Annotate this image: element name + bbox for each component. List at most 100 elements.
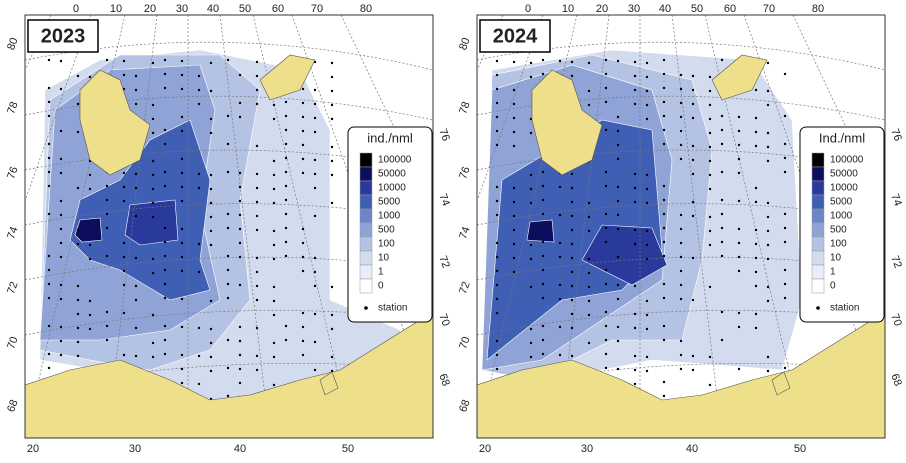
station — [737, 269, 741, 273]
station — [679, 213, 683, 217]
station — [105, 226, 109, 230]
station — [766, 145, 770, 149]
station — [105, 184, 109, 188]
station — [604, 226, 608, 230]
station — [633, 312, 637, 316]
graticule — [25, 95, 433, 121]
station — [255, 270, 259, 274]
station — [645, 257, 649, 261]
station — [616, 339, 620, 343]
station — [255, 88, 259, 92]
station — [197, 382, 201, 386]
latitude-label: 74 — [457, 225, 472, 241]
longitude-label: 60 — [724, 3, 736, 15]
longitude-label: 40 — [686, 443, 698, 455]
station — [76, 242, 80, 246]
station — [122, 59, 126, 63]
legend-swatch — [811, 152, 825, 168]
station — [645, 173, 649, 177]
year-label: 2023 — [41, 25, 86, 47]
station — [272, 103, 276, 107]
station — [76, 284, 80, 288]
station — [76, 186, 80, 190]
latitude-label: 70 — [457, 335, 472, 351]
station — [209, 187, 213, 191]
station — [512, 88, 516, 92]
station — [691, 172, 695, 176]
station — [151, 313, 155, 317]
legend-station-dot — [816, 306, 820, 310]
latitude-label: 70 — [5, 335, 20, 351]
station — [180, 115, 184, 119]
station — [570, 172, 574, 176]
station — [662, 324, 666, 328]
island — [319, 371, 339, 396]
station — [180, 353, 184, 357]
legend-swatch — [811, 264, 825, 280]
station — [180, 87, 184, 91]
station — [645, 103, 649, 107]
station — [691, 144, 695, 148]
station — [541, 240, 545, 244]
station — [180, 367, 184, 371]
station — [783, 282, 787, 286]
station — [238, 381, 242, 385]
station — [587, 61, 591, 65]
station — [330, 201, 334, 205]
station — [645, 229, 649, 233]
station — [238, 171, 242, 175]
station — [47, 366, 51, 370]
station — [226, 338, 230, 342]
station — [163, 338, 167, 342]
graticule — [477, 310, 885, 336]
longitude-label: 20 — [596, 3, 608, 15]
station — [301, 115, 305, 119]
station — [76, 102, 80, 106]
station — [47, 86, 51, 90]
station — [783, 268, 787, 272]
legend-label: 100 — [830, 239, 847, 250]
station — [284, 338, 288, 342]
station — [708, 159, 712, 163]
station — [766, 355, 770, 359]
station — [754, 242, 758, 246]
station — [616, 227, 620, 231]
station — [105, 58, 109, 62]
station — [570, 74, 574, 78]
station — [679, 255, 683, 259]
station — [272, 173, 276, 177]
station — [691, 88, 695, 92]
station — [47, 114, 51, 118]
legend-label: 100000 — [378, 155, 412, 166]
station — [122, 283, 126, 287]
station — [529, 355, 533, 359]
station — [783, 240, 787, 244]
station — [180, 129, 184, 133]
station — [313, 340, 317, 344]
station — [541, 324, 545, 328]
station — [633, 200, 637, 204]
legend-label: 10 — [830, 253, 842, 264]
station — [301, 157, 305, 161]
station — [209, 89, 213, 93]
station — [180, 171, 184, 175]
station — [163, 226, 167, 230]
station — [662, 100, 666, 104]
station — [783, 114, 787, 118]
station — [679, 367, 683, 371]
station — [59, 353, 63, 357]
station — [151, 201, 155, 205]
station — [512, 186, 516, 190]
station — [151, 61, 155, 65]
station — [737, 143, 741, 147]
legend-label: 50000 — [378, 169, 406, 180]
station — [313, 368, 317, 372]
station — [301, 227, 305, 231]
station — [209, 131, 213, 135]
station — [313, 102, 317, 106]
station — [163, 128, 167, 132]
station — [662, 296, 666, 300]
station — [495, 59, 499, 63]
station — [76, 312, 80, 316]
station — [272, 313, 276, 317]
